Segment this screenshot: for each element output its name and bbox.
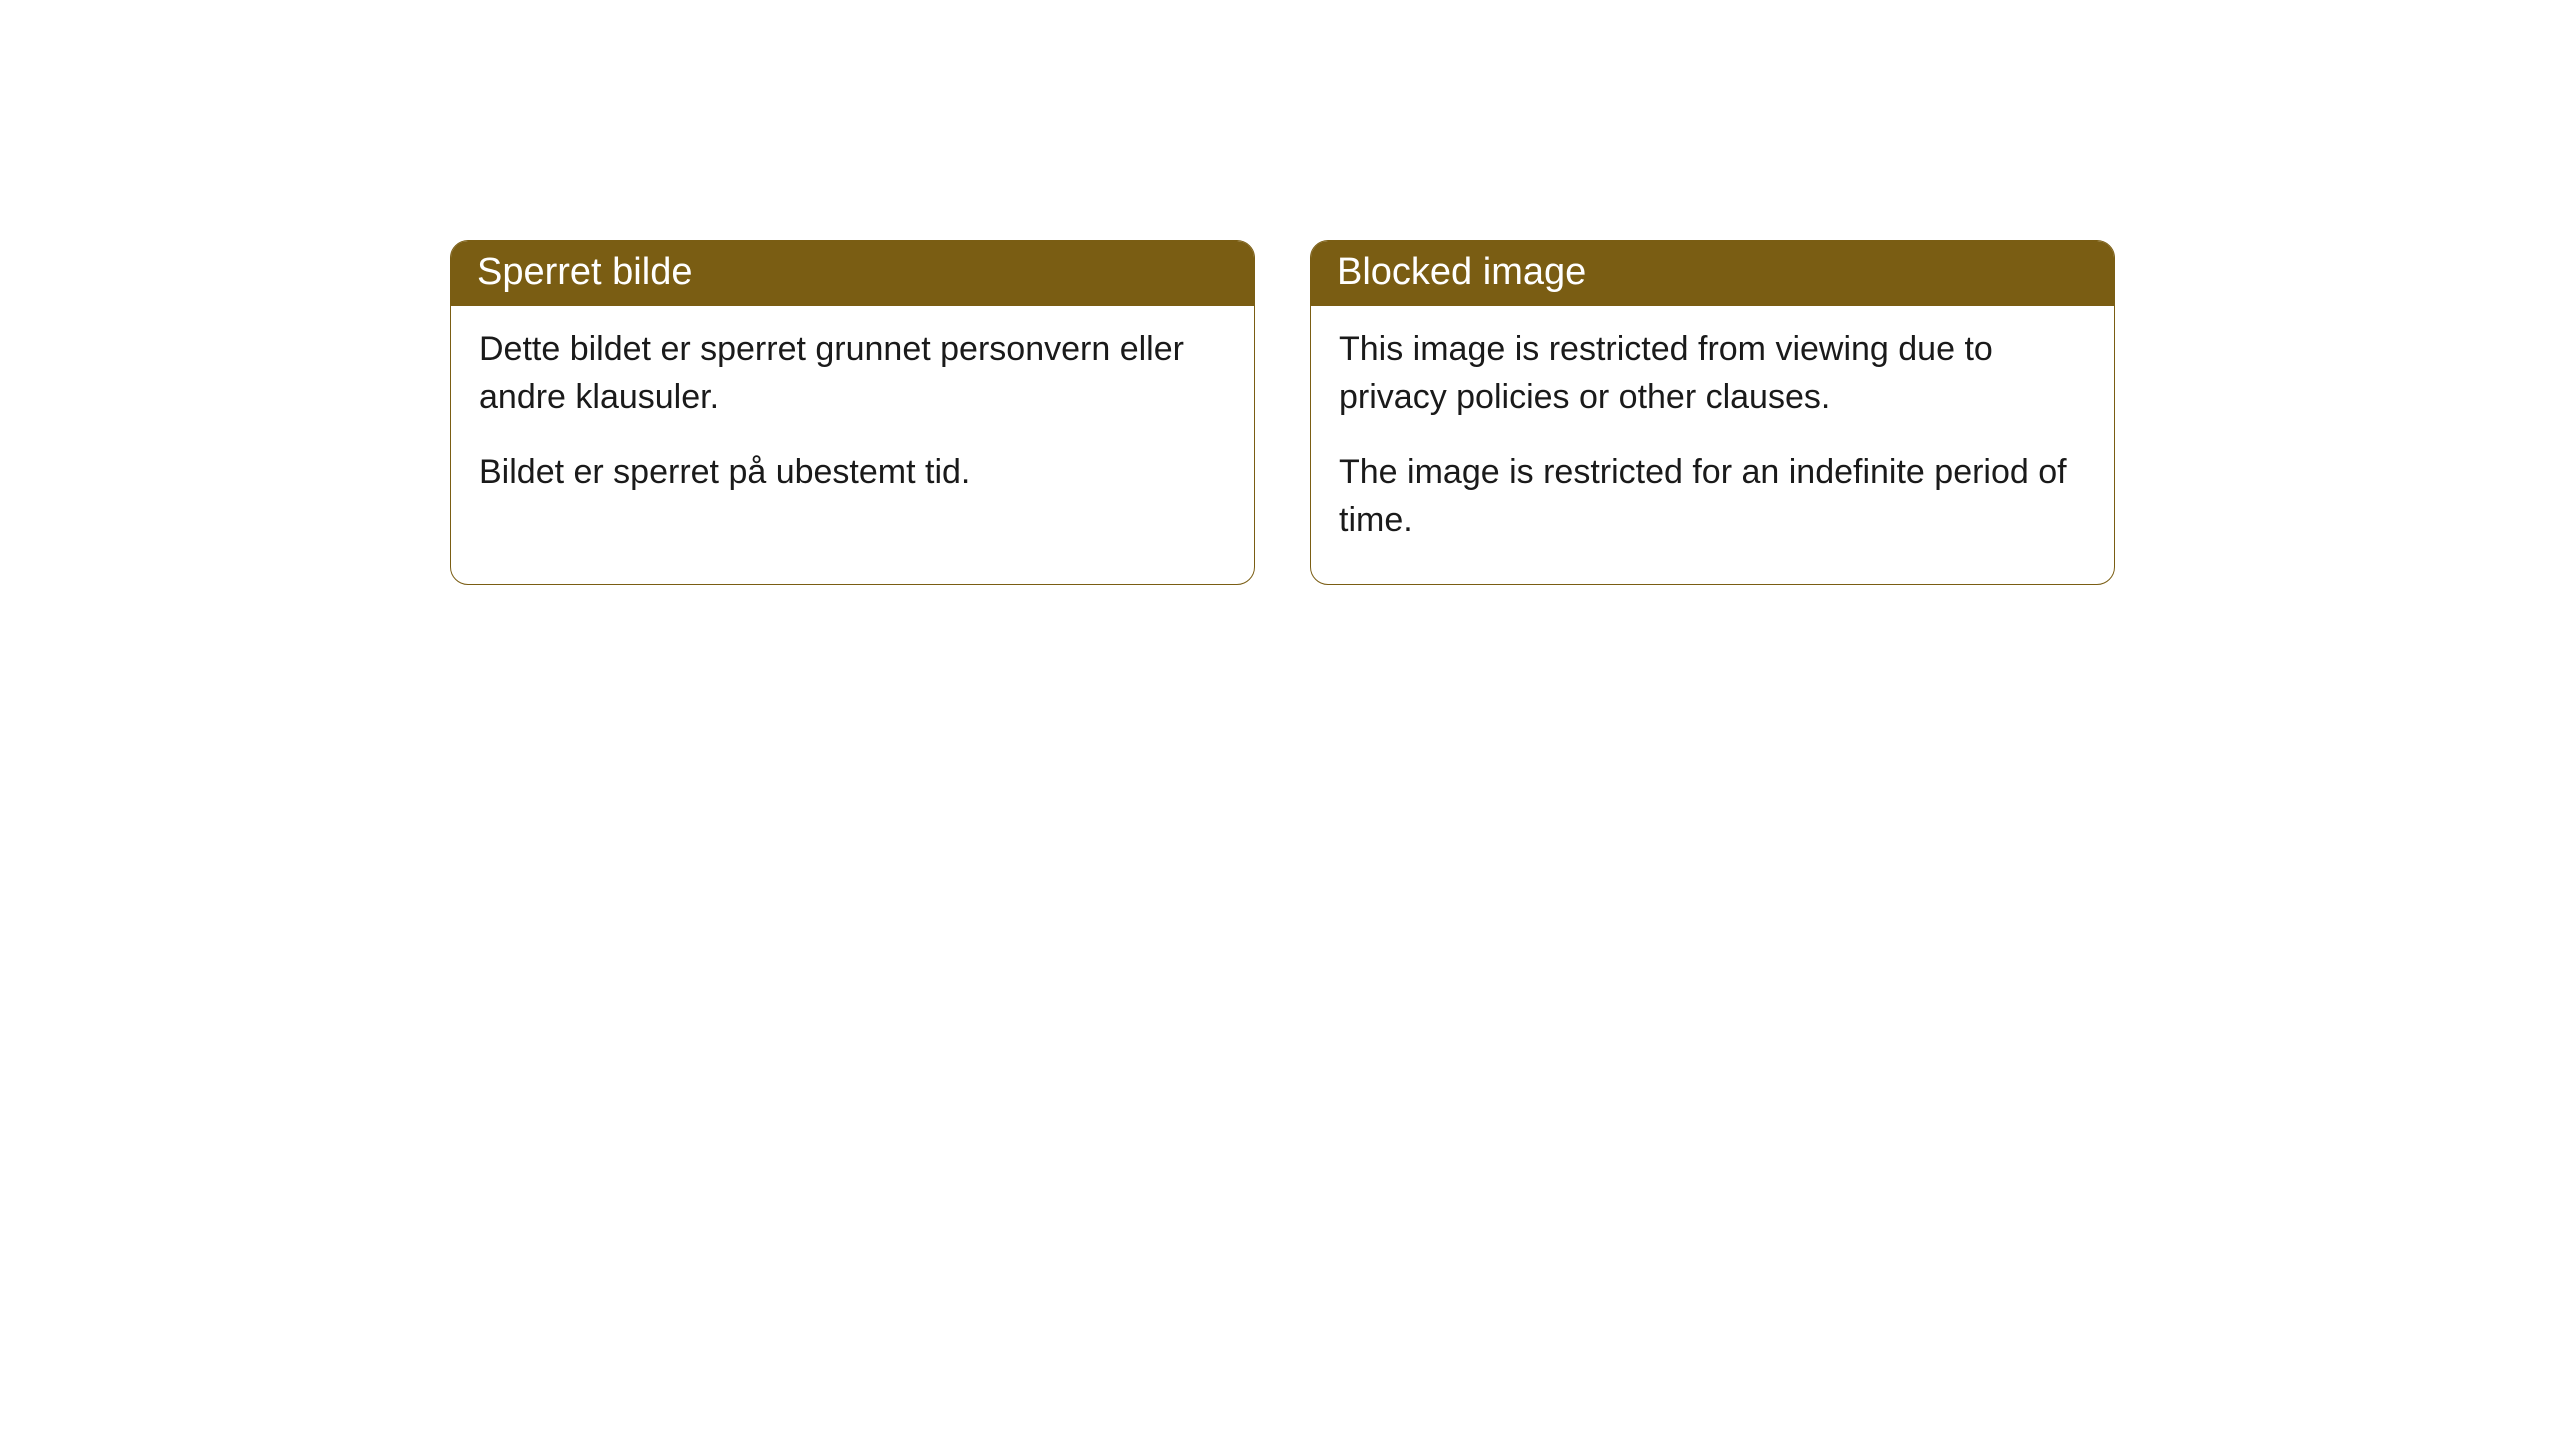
card-paragraph: Bildet er sperret på ubestemt tid.	[479, 449, 1226, 497]
blocked-image-card-english: Blocked image This image is restricted f…	[1310, 240, 2115, 585]
blocked-image-card-norwegian: Sperret bilde Dette bildet er sperret gr…	[450, 240, 1255, 585]
card-paragraph: Dette bildet er sperret grunnet personve…	[479, 326, 1226, 421]
card-header: Sperret bilde	[451, 241, 1254, 306]
card-header: Blocked image	[1311, 241, 2114, 306]
cards-container: Sperret bilde Dette bildet er sperret gr…	[450, 240, 2115, 585]
card-paragraph: This image is restricted from viewing du…	[1339, 326, 2086, 421]
card-paragraph: The image is restricted for an indefinit…	[1339, 449, 2086, 544]
card-body: This image is restricted from viewing du…	[1311, 306, 2114, 584]
card-body: Dette bildet er sperret grunnet personve…	[451, 306, 1254, 537]
